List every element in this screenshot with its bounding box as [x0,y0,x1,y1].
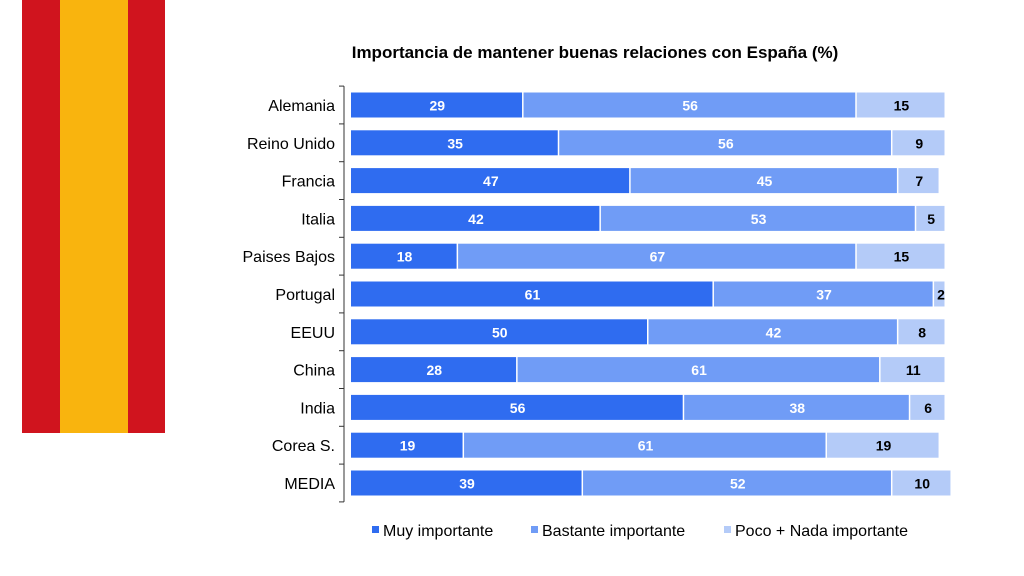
data-label: 67 [650,249,666,265]
data-label: 8 [918,324,926,340]
bar-segment [559,130,891,156]
data-label: 53 [751,211,767,227]
data-label: 42 [766,324,782,340]
data-label: 56 [682,98,698,114]
data-label: 15 [894,249,910,265]
bar-segment [351,243,457,269]
bar-segment [351,130,558,156]
bar-segment [464,432,826,458]
bar-segment [351,205,600,231]
data-label: 2 [937,287,945,303]
bar-segment [517,357,880,383]
chart-title: Importancia de mantener buenas relacione… [352,43,839,62]
category-label: Paises Bajos [243,249,336,266]
bar-segment [351,319,647,345]
category-label: Portugal [275,287,335,304]
spanish-flag-ribbon-image [22,0,165,433]
data-label: 56 [510,400,526,416]
data-label: 52 [730,476,746,492]
data-label: 61 [691,362,707,378]
bar-segment [856,243,945,269]
legend-swatch [372,526,379,533]
legend-label: Poco + Nada importante [735,523,908,540]
category-label: Reino Unido [247,136,335,153]
bar-segment [523,92,856,118]
flag-stripe-red [128,0,165,433]
data-label: 39 [459,476,475,492]
bar-segment [351,168,630,194]
bar-segment [916,205,945,231]
data-label: 29 [429,98,445,114]
bar-segment [351,432,463,458]
flag-stripe-red [22,0,60,433]
bar-segment [910,394,945,420]
data-label: 56 [718,135,734,151]
data-label: 35 [447,135,463,151]
category-label: China [293,363,335,380]
legend-label: Bastante importante [542,523,685,540]
bar-segment [583,470,891,496]
flag-stripe-yellow [60,0,128,433]
data-label: 50 [492,324,508,340]
bar-segment [458,243,856,269]
data-label: 18 [397,249,413,265]
category-label: Francia [282,174,335,191]
data-label: 6 [924,400,932,416]
bar-segment [351,281,713,307]
bar-segment [898,168,939,194]
category-label: EEUU [291,325,335,342]
bar-segment [351,470,582,496]
data-label: 5 [927,211,935,227]
category-label: Corea S. [272,438,335,455]
data-label: 38 [789,400,805,416]
category-label: Italia [301,211,335,228]
legend-swatch [531,526,538,533]
bar-segment [892,130,945,156]
data-label: 11 [906,362,921,378]
bar-segment [898,319,945,345]
bar-segment [648,319,897,345]
category-label: MEDIA [284,476,335,493]
bar-segment [630,168,897,194]
category-label: India [300,400,335,417]
bar-segment [600,205,915,231]
bar-segment [351,92,523,118]
data-label: 7 [915,173,923,189]
bar-segment [351,394,683,420]
data-label: 10 [914,476,930,492]
bar-segment [684,394,909,420]
bar-segment [856,92,945,118]
bar-segment [880,357,945,383]
bar-segment [713,281,933,307]
bar-segment [892,470,951,496]
category-label: Alemania [268,98,335,115]
data-label: 42 [468,211,484,227]
legend-label: Muy importante [383,523,493,540]
bar-segment [827,432,939,458]
data-label: 61 [525,287,541,303]
data-label: 61 [638,438,654,454]
data-label: 19 [400,438,416,454]
bar-segment [351,357,517,383]
data-label: 47 [483,173,499,189]
bar-segment [934,281,945,307]
data-label: 45 [757,173,773,189]
data-label: 9 [915,135,923,151]
data-label: 15 [894,98,910,114]
data-label: 37 [816,287,832,303]
legend-swatch [724,526,731,533]
data-label: 28 [427,362,443,378]
data-label: 19 [876,438,892,454]
